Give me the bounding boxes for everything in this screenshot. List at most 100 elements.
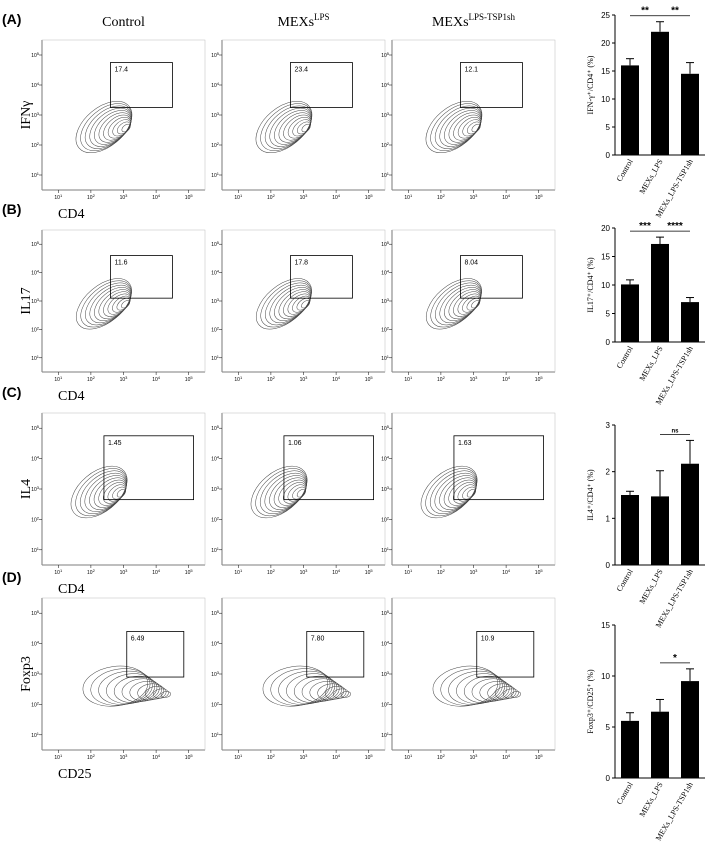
flow-tick-base: 10 bbox=[152, 570, 158, 576]
flow-tick-exp: 3 bbox=[387, 111, 390, 116]
flow-tick-exp: 5 bbox=[217, 609, 220, 614]
flow-tick-exp: 3 bbox=[387, 297, 390, 302]
flow-tick-label: 105 bbox=[31, 240, 40, 248]
flow-tick-exp: 2 bbox=[217, 515, 220, 520]
flow-tick-exp: 5 bbox=[37, 51, 40, 56]
x-tick-label: Control bbox=[615, 780, 635, 806]
flow-tick-exp: 1 bbox=[37, 354, 40, 359]
gate-percentage: 17.8 bbox=[294, 260, 308, 267]
flow-tick-exp: 1 bbox=[37, 731, 40, 736]
flow-tick-label: 104 bbox=[381, 455, 390, 463]
contour bbox=[121, 300, 130, 309]
gate bbox=[110, 62, 173, 108]
flow-tick-label: 104 bbox=[211, 81, 220, 89]
gate bbox=[453, 435, 544, 501]
y-axis-label: IL17⁺/CD4⁺ (%) bbox=[586, 257, 595, 313]
flow-tick-exp: 3 bbox=[217, 111, 220, 116]
flow-tick-base: 10 bbox=[87, 570, 93, 576]
y-tick-label: 10 bbox=[601, 95, 610, 104]
gate-percentage: 12.1 bbox=[464, 67, 478, 74]
flow-tick-exp: 1 bbox=[37, 546, 40, 551]
contour bbox=[278, 670, 333, 705]
flow-tick-base: 10 bbox=[267, 195, 273, 201]
flow-tick-base: 10 bbox=[31, 672, 37, 678]
flow-tick-base: 10 bbox=[535, 755, 541, 761]
flow-tick-exp: 3 bbox=[217, 670, 220, 675]
flow-tick-label: 101 bbox=[381, 546, 390, 554]
flow-tick-label: 103 bbox=[470, 193, 479, 201]
flow-tick-label: 105 bbox=[381, 609, 390, 617]
flow-tick-exp: 2 bbox=[93, 753, 96, 758]
flow-tick-label: 102 bbox=[87, 568, 96, 576]
flow-tick-label: 103 bbox=[211, 297, 220, 305]
flow-tick-exp: 5 bbox=[540, 375, 543, 380]
contour bbox=[106, 673, 155, 704]
flow-tick-label: 102 bbox=[267, 753, 276, 761]
flow-tick-label: 103 bbox=[211, 485, 220, 493]
panel-label: (D) bbox=[2, 569, 21, 585]
flow-tick-label: 101 bbox=[211, 354, 220, 362]
flow-tick-base: 10 bbox=[120, 377, 126, 383]
flow-tick-label: 101 bbox=[31, 731, 40, 739]
gate-percentage: 7.80 bbox=[311, 635, 325, 642]
flow-tick-base: 10 bbox=[31, 113, 37, 119]
flow-tick-exp: 4 bbox=[387, 455, 390, 460]
flow-tick-base: 10 bbox=[31, 426, 37, 432]
flow-tick-exp: 3 bbox=[305, 375, 308, 380]
y-axis-label: Foxp3⁺/CD25⁺ (%) bbox=[586, 669, 595, 734]
flow-tick-label: 102 bbox=[437, 193, 446, 201]
flow-tick-exp: 2 bbox=[273, 568, 276, 573]
flow-tick-base: 10 bbox=[502, 755, 508, 761]
flow-tick-base: 10 bbox=[87, 755, 93, 761]
flow-tick-base: 10 bbox=[152, 755, 158, 761]
x-axis-label: CD4 bbox=[58, 207, 84, 222]
significance-label: ** bbox=[641, 6, 649, 17]
flow-tick-exp: 1 bbox=[240, 753, 243, 758]
flow-tick-base: 10 bbox=[54, 570, 60, 576]
flow-tick-label: 102 bbox=[267, 568, 276, 576]
flow-tick-exp: 3 bbox=[37, 670, 40, 675]
flow-tick-label: 102 bbox=[267, 193, 276, 201]
flow-tick-exp: 1 bbox=[60, 193, 63, 198]
contour bbox=[137, 683, 165, 701]
flow-tick-label: 101 bbox=[381, 731, 390, 739]
flow-tick-exp: 1 bbox=[217, 731, 220, 736]
flow-tick-base: 10 bbox=[54, 195, 60, 201]
contour bbox=[301, 123, 311, 133]
flow-tick-base: 10 bbox=[470, 570, 476, 576]
flow-tick-exp: 1 bbox=[37, 171, 40, 176]
bar bbox=[681, 681, 699, 778]
plot-frame bbox=[41, 229, 206, 373]
flow-tick-exp: 1 bbox=[410, 375, 413, 380]
flow-tick-base: 10 bbox=[211, 113, 217, 119]
flow-tick-base: 10 bbox=[31, 611, 37, 617]
flow-tick-base: 10 bbox=[300, 377, 306, 383]
flow-tick-exp: 3 bbox=[37, 485, 40, 490]
flow-tick-base: 10 bbox=[381, 733, 387, 739]
flow-tick-exp: 5 bbox=[190, 568, 193, 573]
flow-tick-base: 10 bbox=[31, 83, 37, 89]
flow-tick-exp: 1 bbox=[240, 568, 243, 573]
flow-tick-exp: 2 bbox=[273, 193, 276, 198]
flow-tick-base: 10 bbox=[31, 173, 37, 179]
flow-tick-base: 10 bbox=[185, 195, 191, 201]
y-tick-label: 15 bbox=[601, 67, 610, 76]
flow-tick-base: 10 bbox=[535, 377, 541, 383]
flow-tick-exp: 2 bbox=[37, 141, 40, 146]
flow-tick-label: 105 bbox=[211, 609, 220, 617]
flow-tick-base: 10 bbox=[211, 672, 217, 678]
flow-tick-label: 105 bbox=[381, 424, 390, 432]
flow-tick-label: 104 bbox=[502, 753, 511, 761]
flow-tick-base: 10 bbox=[120, 570, 126, 576]
flow-tick-label: 103 bbox=[120, 375, 129, 383]
flow-tick-exp: 5 bbox=[387, 240, 390, 245]
flow-tick-exp: 5 bbox=[387, 424, 390, 429]
flow-tick-exp: 5 bbox=[190, 375, 193, 380]
flow-tick-label: 104 bbox=[31, 455, 40, 463]
flow-tick-exp: 4 bbox=[217, 640, 220, 645]
flow-tick-base: 10 bbox=[211, 426, 217, 432]
plot-frame bbox=[391, 229, 556, 373]
gate-percentage: 6.49 bbox=[131, 635, 145, 642]
flow-tick-label: 105 bbox=[185, 568, 194, 576]
